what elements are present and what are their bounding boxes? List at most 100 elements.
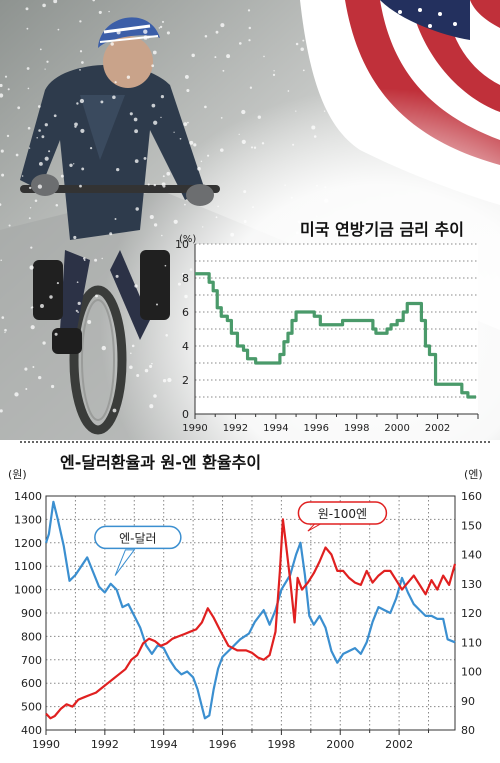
fed-rate-chart: 0 2 4 6 8 10(%) 1990 1992 1994 1996 1998 2000 2002: [175, 234, 479, 434]
snowflake: [152, 50, 157, 55]
snowflake: [207, 154, 210, 157]
snowflake: [109, 232, 113, 236]
snowflake: [116, 30, 121, 35]
y-right-tick-label: 150: [461, 519, 482, 532]
snowflake: [55, 204, 59, 207]
snowflake: [53, 0, 58, 4]
x-tick-label: 2002: [425, 423, 450, 434]
snowflake: [115, 274, 119, 278]
snowflake: [130, 352, 132, 354]
snowflake: [30, 246, 33, 249]
snowflake: [79, 98, 85, 104]
y-tick-label: 0: [182, 408, 189, 421]
snowflake: [56, 282, 59, 285]
snowflake: [149, 214, 154, 220]
snowflake: [143, 29, 148, 34]
snowflake: [249, 86, 253, 89]
snowflake: [295, 231, 299, 235]
snowflake: [83, 257, 86, 260]
snowflake: [259, 415, 261, 418]
snowflake: [134, 129, 139, 134]
snowflake: [74, 125, 77, 128]
section-divider: [20, 441, 490, 443]
snowflake: [26, 67, 30, 70]
snowflake: [143, 35, 148, 40]
y-right-tick-label: 80: [461, 724, 475, 737]
snowflake: [116, 167, 120, 172]
y-right-unit-label: (엔): [464, 468, 483, 481]
y-left-tick-label: 1300: [14, 513, 42, 526]
snowflake: [77, 301, 81, 306]
snowflake: [151, 64, 155, 68]
snow-overlay: [0, 0, 331, 418]
snowflake: [160, 116, 162, 119]
snowflake: [248, 26, 252, 30]
y-left-tick-label: 1200: [14, 537, 42, 550]
snowflake: [73, 235, 77, 240]
snowflake: [8, 224, 11, 227]
snowflake: [214, 56, 217, 59]
snowflake: [220, 148, 224, 152]
snowflake: [98, 10, 102, 14]
snowflake: [110, 42, 114, 46]
y-right-tick-label: 90: [461, 695, 475, 708]
snowflake: [173, 219, 178, 224]
snowflake: [29, 265, 34, 270]
snowflake: [302, 69, 305, 72]
snowflake: [162, 175, 165, 178]
y-left-tick-label: 500: [21, 701, 42, 714]
y-left-tick-label: 800: [21, 630, 42, 643]
snowflake: [79, 20, 82, 23]
snowflake: [76, 102, 79, 105]
y-tick-label: 8: [182, 272, 189, 285]
x-tick-label: 1990: [32, 738, 60, 751]
snowflake: [134, 159, 139, 163]
snowflake: [49, 295, 53, 299]
snowflake: [328, 5, 331, 7]
snowflake: [76, 281, 79, 284]
snowflake: [129, 112, 133, 116]
snowflake: [261, 142, 265, 145]
x-tick-label: 1998: [267, 738, 295, 751]
snowflake: [53, 114, 57, 118]
fed-rate-line: [195, 272, 476, 399]
snowflake: [230, 232, 235, 237]
snowflake: [161, 234, 163, 237]
snowflake: [81, 61, 84, 64]
snowflake: [0, 93, 4, 98]
snowflake: [184, 74, 189, 79]
snowflake: [38, 375, 42, 380]
snowflake: [238, 42, 242, 45]
snowflake: [46, 60, 49, 63]
snowflake: [75, 309, 78, 312]
y-right-tick-label: 100: [461, 666, 482, 679]
snowflake: [311, 125, 316, 130]
snowflake: [186, 88, 190, 93]
snowflake: [69, 163, 73, 167]
snowflake: [6, 134, 10, 138]
snowflake: [197, 166, 201, 171]
y-tick-label: 4: [182, 340, 189, 353]
x-tick-label: 1992: [223, 423, 248, 434]
snowflake: [94, 258, 98, 262]
callout-label-won-100yen: 원-100엔: [318, 507, 367, 521]
snowflake: [220, 23, 225, 28]
snowflake: [149, 404, 154, 409]
snowflake: [0, 149, 4, 153]
snowflake: [299, 222, 302, 225]
snowflake: [73, 163, 75, 165]
y-left-tick-label: 1400: [14, 490, 42, 503]
snowflake: [44, 123, 48, 127]
snowflake: [253, 146, 257, 149]
exchange-rate-chart-title: 엔-달러환율과 원-엔 환율추이: [60, 453, 262, 472]
snowflake: [44, 156, 49, 161]
callout-pointer: [114, 549, 136, 576]
snowflake: [217, 205, 219, 208]
snowflake: [159, 25, 163, 29]
snowflake: [39, 48, 42, 51]
won-100yen-line: [45, 518, 457, 720]
snowflake: [181, 272, 185, 276]
snowflake: [247, 9, 251, 12]
snowflake: [30, 325, 35, 330]
snowflake: [313, 135, 317, 138]
